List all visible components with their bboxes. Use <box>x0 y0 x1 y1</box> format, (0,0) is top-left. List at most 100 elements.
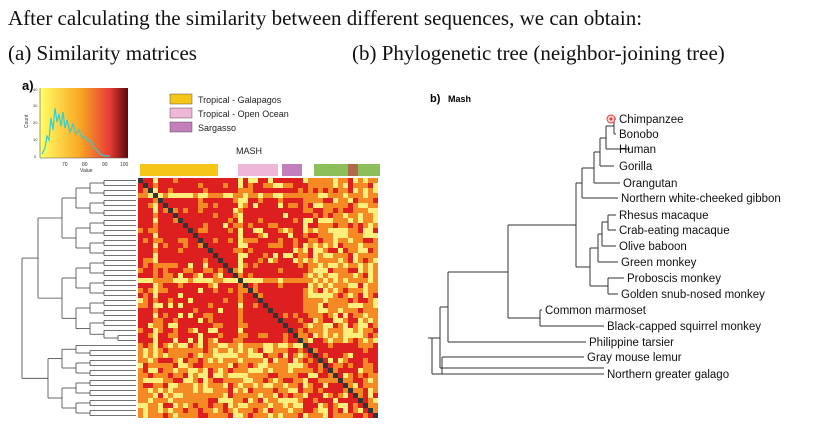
heatmap-cell <box>228 403 233 408</box>
heatmap-cell <box>333 193 338 198</box>
heatmap-cell <box>308 273 313 278</box>
heatmap-cell <box>328 323 333 328</box>
heatmap-cell <box>333 318 338 323</box>
heatmap-cell <box>353 188 358 193</box>
heatmap-cell <box>353 408 358 413</box>
heatmap-cell <box>358 358 363 363</box>
heatmap-cell <box>253 363 258 368</box>
heatmap-cell <box>323 403 328 408</box>
heatmap-cell <box>278 178 283 183</box>
heatmap-cell <box>148 328 153 333</box>
heatmap-cell <box>253 288 258 293</box>
heatmap-cell <box>188 233 193 238</box>
heatmap-cell <box>373 363 378 368</box>
heatmap-cell <box>318 188 323 193</box>
heatmap-cell <box>198 363 203 368</box>
heatmap-cell <box>293 333 298 338</box>
heatmap-cell <box>168 383 173 388</box>
heatmap-cell <box>263 223 268 228</box>
heatmap-cell <box>308 368 313 373</box>
heatmap-cell <box>223 383 228 388</box>
heatmap-cell <box>318 358 323 363</box>
heatmap-cell <box>278 208 283 213</box>
heatmap-cell <box>318 248 323 253</box>
heatmap-cell <box>358 198 363 203</box>
heatmap-cell <box>258 313 263 318</box>
heatmap-cell <box>138 238 143 243</box>
heatmap-cell <box>268 223 273 228</box>
heatmap-cell <box>213 278 218 283</box>
heatmap-cell <box>198 333 203 338</box>
heatmap-cell <box>268 258 273 263</box>
heatmap-cell <box>223 238 228 243</box>
taxon-label: Proboscis monkey <box>627 273 721 285</box>
heatmap-cell <box>163 383 168 388</box>
heatmap-cell <box>148 393 153 398</box>
heatmap-cell <box>328 273 333 278</box>
heatmap-cell <box>163 303 168 308</box>
heatmap-cell <box>303 303 308 308</box>
heatmap-cell <box>283 233 288 238</box>
heatmap-cell <box>218 403 223 408</box>
heatmap-cell <box>288 178 293 183</box>
heatmap-cell <box>363 378 368 383</box>
heatmap-cell <box>253 368 258 373</box>
heatmap-cell <box>238 198 243 203</box>
heatmap-cell <box>243 243 248 248</box>
heatmap-cell <box>368 393 373 398</box>
heatmap-cell <box>348 353 353 358</box>
heatmap-cell <box>363 323 368 328</box>
heatmap-cell <box>343 393 348 398</box>
heatmap-cell <box>243 318 248 323</box>
heatmap-cell <box>188 328 193 333</box>
heatmap-cell <box>268 178 273 183</box>
heatmap-cell <box>313 308 318 313</box>
heatmap-cell <box>373 218 378 223</box>
taxon-label: Common marmoset <box>545 305 647 317</box>
heatmap-cell <box>258 408 263 413</box>
heatmap-cell <box>168 253 173 258</box>
heatmap-cell <box>193 263 198 268</box>
heatmap-cell <box>158 293 163 298</box>
heatmap-cell <box>278 388 283 393</box>
heatmap-cell <box>203 358 208 363</box>
heatmap-cell <box>163 408 168 413</box>
heatmap-cell <box>193 208 198 213</box>
heatmap-cell <box>178 343 183 348</box>
heatmap-cell <box>178 188 183 193</box>
heatmap-cell <box>278 213 283 218</box>
heatmap-cell <box>373 258 378 263</box>
heatmap-cell <box>163 403 168 408</box>
heatmap-cell <box>303 338 308 343</box>
heatmap-cell <box>158 253 163 258</box>
heatmap-cell <box>328 353 333 358</box>
heatmap-cell <box>313 348 318 353</box>
heatmap-cell <box>363 258 368 263</box>
heatmap-cell <box>288 398 293 403</box>
heatmap-cell <box>143 298 148 303</box>
heatmap-cell <box>148 338 153 343</box>
heatmap-cell <box>158 368 163 373</box>
heatmap-cell <box>333 208 338 213</box>
heatmap-cell <box>153 208 158 213</box>
heatmap-cell <box>178 333 183 338</box>
heatmap-cell <box>293 313 298 318</box>
heatmap-cell <box>218 288 223 293</box>
heatmap-cell <box>223 403 228 408</box>
heatmap-cell <box>323 338 328 343</box>
heatmap-cell <box>288 298 293 303</box>
heatmap-cell <box>148 213 153 218</box>
heatmap-cell <box>353 203 358 208</box>
heatmap-cell <box>313 238 318 243</box>
heatmap-cell <box>143 378 148 383</box>
heatmap-cell <box>148 268 153 273</box>
heatmap-cell <box>323 293 328 298</box>
heatmap-cell <box>173 398 178 403</box>
heatmap-cell <box>198 188 203 193</box>
heatmap-cell <box>188 213 193 218</box>
heatmap-cell <box>138 313 143 318</box>
heatmap-cell <box>248 198 253 203</box>
heatmap-cell <box>218 408 223 413</box>
heatmap-cell <box>338 328 343 333</box>
heatmap-cell <box>138 373 143 378</box>
